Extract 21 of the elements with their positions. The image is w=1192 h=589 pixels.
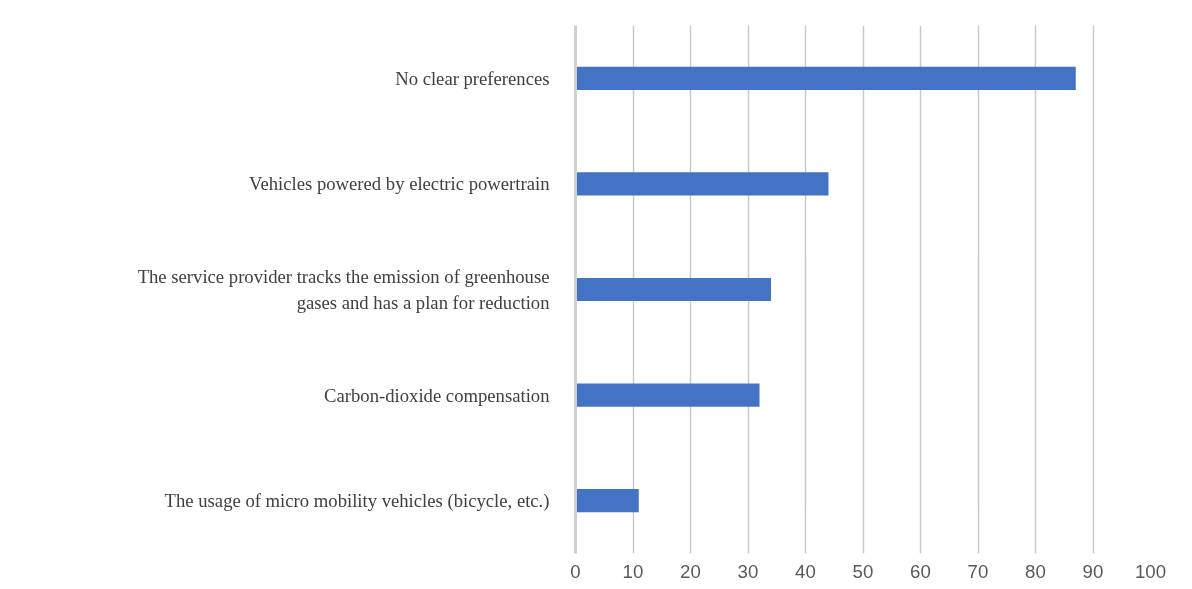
x-tick-label: 40 — [795, 560, 816, 582]
x-tick-label: 20 — [680, 560, 701, 582]
bar — [575, 489, 639, 513]
bar — [575, 383, 760, 407]
y-tick-label: Carbon-dioxide compensation — [324, 384, 551, 406]
y-tick-label: The service provider tracks the emission of greenhouse gases and has a plan for reduction — [137, 266, 551, 313]
y-tick-label: No clear preferences — [395, 67, 550, 89]
x-tick-label: 60 — [910, 560, 931, 582]
x-tick-label: 70 — [967, 560, 989, 582]
y-tick-label: The usage of micro mobility vehicles (bicycle, etc.) — [164, 490, 550, 513]
y-tick-label: Vehicles powered by electric powertrain — [249, 173, 551, 195]
bar — [575, 277, 771, 302]
x-tick-label: 10 — [622, 560, 644, 582]
x-tick-label: 30 — [737, 560, 759, 582]
x-tick-label: 50 — [852, 560, 874, 582]
x-tick-label: 90 — [1082, 560, 1104, 582]
x-tick-label: 100 — [1134, 560, 1167, 582]
bar — [575, 66, 1076, 90]
x-tick-label: 0 — [570, 560, 581, 582]
bar — [575, 172, 829, 196]
x-tick-label: 80 — [1025, 560, 1046, 582]
